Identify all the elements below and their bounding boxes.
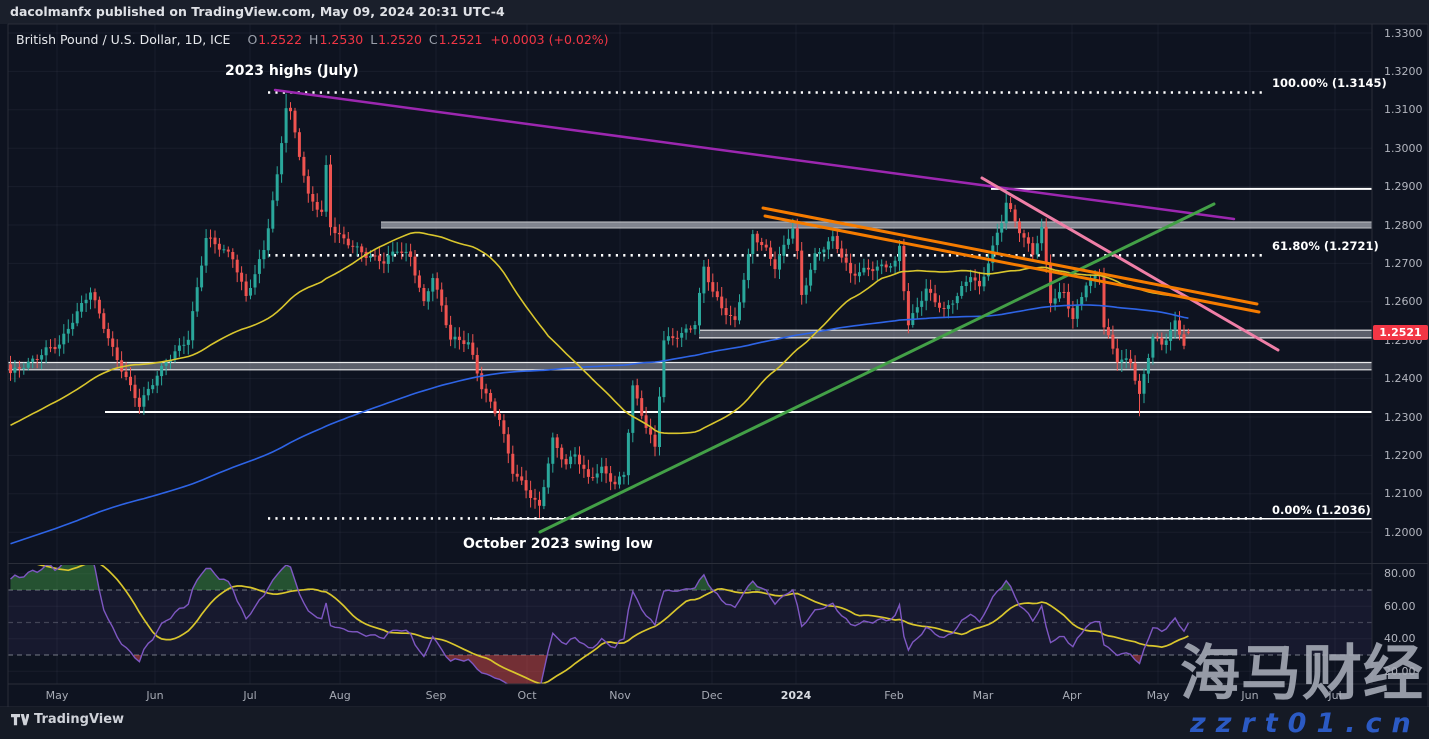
candlestick-series [9, 93, 1190, 518]
rsi-tick-label: 80.00 [1384, 567, 1416, 580]
time-tick-label: Oct [517, 689, 537, 702]
trendline-ascending-from-october-low [538, 202, 1216, 534]
price-tick-label: 1.2600 [1384, 295, 1423, 308]
publish-banner: dacolmanfx published on TradingView.com,… [0, 0, 1429, 24]
time-tick-label: Jun [1241, 689, 1259, 702]
annotation-october-low: October 2023 swing low [463, 536, 653, 552]
rsi-tick-label: 60.00 [1384, 600, 1416, 613]
last-price-label: 1.2521 [1373, 325, 1428, 340]
ohlc-low-label: L [370, 32, 378, 47]
support-resistance-bands [8, 221, 1372, 371]
ohlc-low-value: 1.2520 [378, 32, 422, 47]
time-tick-label: Sep [425, 689, 447, 702]
time-tick-label: May [1146, 689, 1170, 702]
time-tick-label: Jul [1328, 689, 1342, 702]
price-tick-label: 1.3100 [1384, 103, 1423, 116]
tradingview-logo[interactable]: TradingView [10, 711, 124, 728]
moving-average-lines [10, 231, 1189, 545]
rsi-ma-line [36, 565, 1189, 684]
trendline-orange-channel-upper [761, 206, 1259, 306]
ohlc-close-label: C [428, 32, 438, 47]
fib-label-618: 61.80% (1.2721) [1272, 239, 1379, 253]
ohlc-open-label: O [247, 32, 258, 47]
price-tick-label: 1.2200 [1384, 449, 1423, 462]
time-tick-label: Apr [1062, 689, 1082, 702]
time-tick-label: Feb [884, 689, 904, 702]
symbol-header: British Pound / U.S. Dollar, 1D, ICE O1.2… [16, 32, 609, 47]
price-tick-label: 1.2400 [1384, 372, 1423, 385]
price-change: +0.0003 (+0.02%) [490, 32, 609, 47]
time-tick-label: Aug [329, 689, 351, 702]
publish-banner-text: dacolmanfx published on TradingView.com,… [10, 4, 505, 19]
trendline-descending-from-2023-highs [273, 88, 1236, 221]
price-tick-label: 1.2700 [1384, 257, 1423, 270]
gridlines [8, 24, 1372, 684]
time-tick-label: Mar [972, 689, 994, 702]
fib-label-100: 100.00% (1.3145) [1272, 76, 1387, 90]
price-tick-label: 1.3000 [1384, 142, 1423, 155]
ohlc-high-value: 1.2530 [319, 32, 364, 47]
rsi-tick-label: 20.00 [1384, 665, 1416, 678]
rsi-line [10, 565, 1190, 684]
trendline-steep-descending-from-march-high [980, 176, 1280, 352]
sma-200-line [10, 304, 1189, 545]
fib-label-0: 0.00% (1.2036) [1272, 503, 1371, 517]
price-tick-label: 1.2900 [1384, 180, 1423, 193]
pane-borders [0, 23, 1429, 708]
price-tick-label: 1.2100 [1384, 487, 1423, 500]
horizontal-lines [105, 187, 1372, 520]
price-tick-label: 1.2800 [1384, 219, 1423, 232]
symbol-title[interactable]: British Pound / U.S. Dollar, 1D, ICE [16, 32, 231, 47]
ohlc-open-value: 1.2522 [258, 32, 303, 47]
time-tick-label: May [45, 689, 69, 702]
time-tick-label: 2024 [780, 689, 812, 702]
time-tick-label: Dec [701, 689, 723, 702]
watermark-chinese: 海马财经 [1180, 639, 1424, 709]
price-tick-label: 1.3200 [1384, 65, 1423, 78]
rsi-indicator [10, 565, 1190, 684]
footer-bar [0, 707, 1429, 739]
rsi-tick-label: 40.00 [1384, 632, 1416, 645]
annotation-2023-highs: 2023 highs (July) [225, 63, 359, 79]
trendlines [273, 88, 1280, 534]
tradingview-logo-text: TradingView [34, 712, 125, 727]
price-tick-label: 1.2300 [1384, 411, 1423, 424]
tradingview-logo-icon [11, 714, 29, 726]
time-tick-label: Jul [243, 689, 257, 702]
watermark-url: zzrt01.cn [1190, 708, 1421, 739]
price-tick-label: 1.2000 [1384, 526, 1423, 539]
time-tick-label: Jun [146, 689, 164, 702]
time-tick-label: Nov [609, 689, 631, 702]
sma-50-line [10, 231, 1189, 435]
ohlc-high-label: H [309, 32, 319, 47]
price-tick-label: 1.3300 [1384, 27, 1423, 40]
trendline-orange-channel-lower [763, 214, 1261, 314]
ohlc-close-value: 1.2521 [438, 32, 483, 47]
